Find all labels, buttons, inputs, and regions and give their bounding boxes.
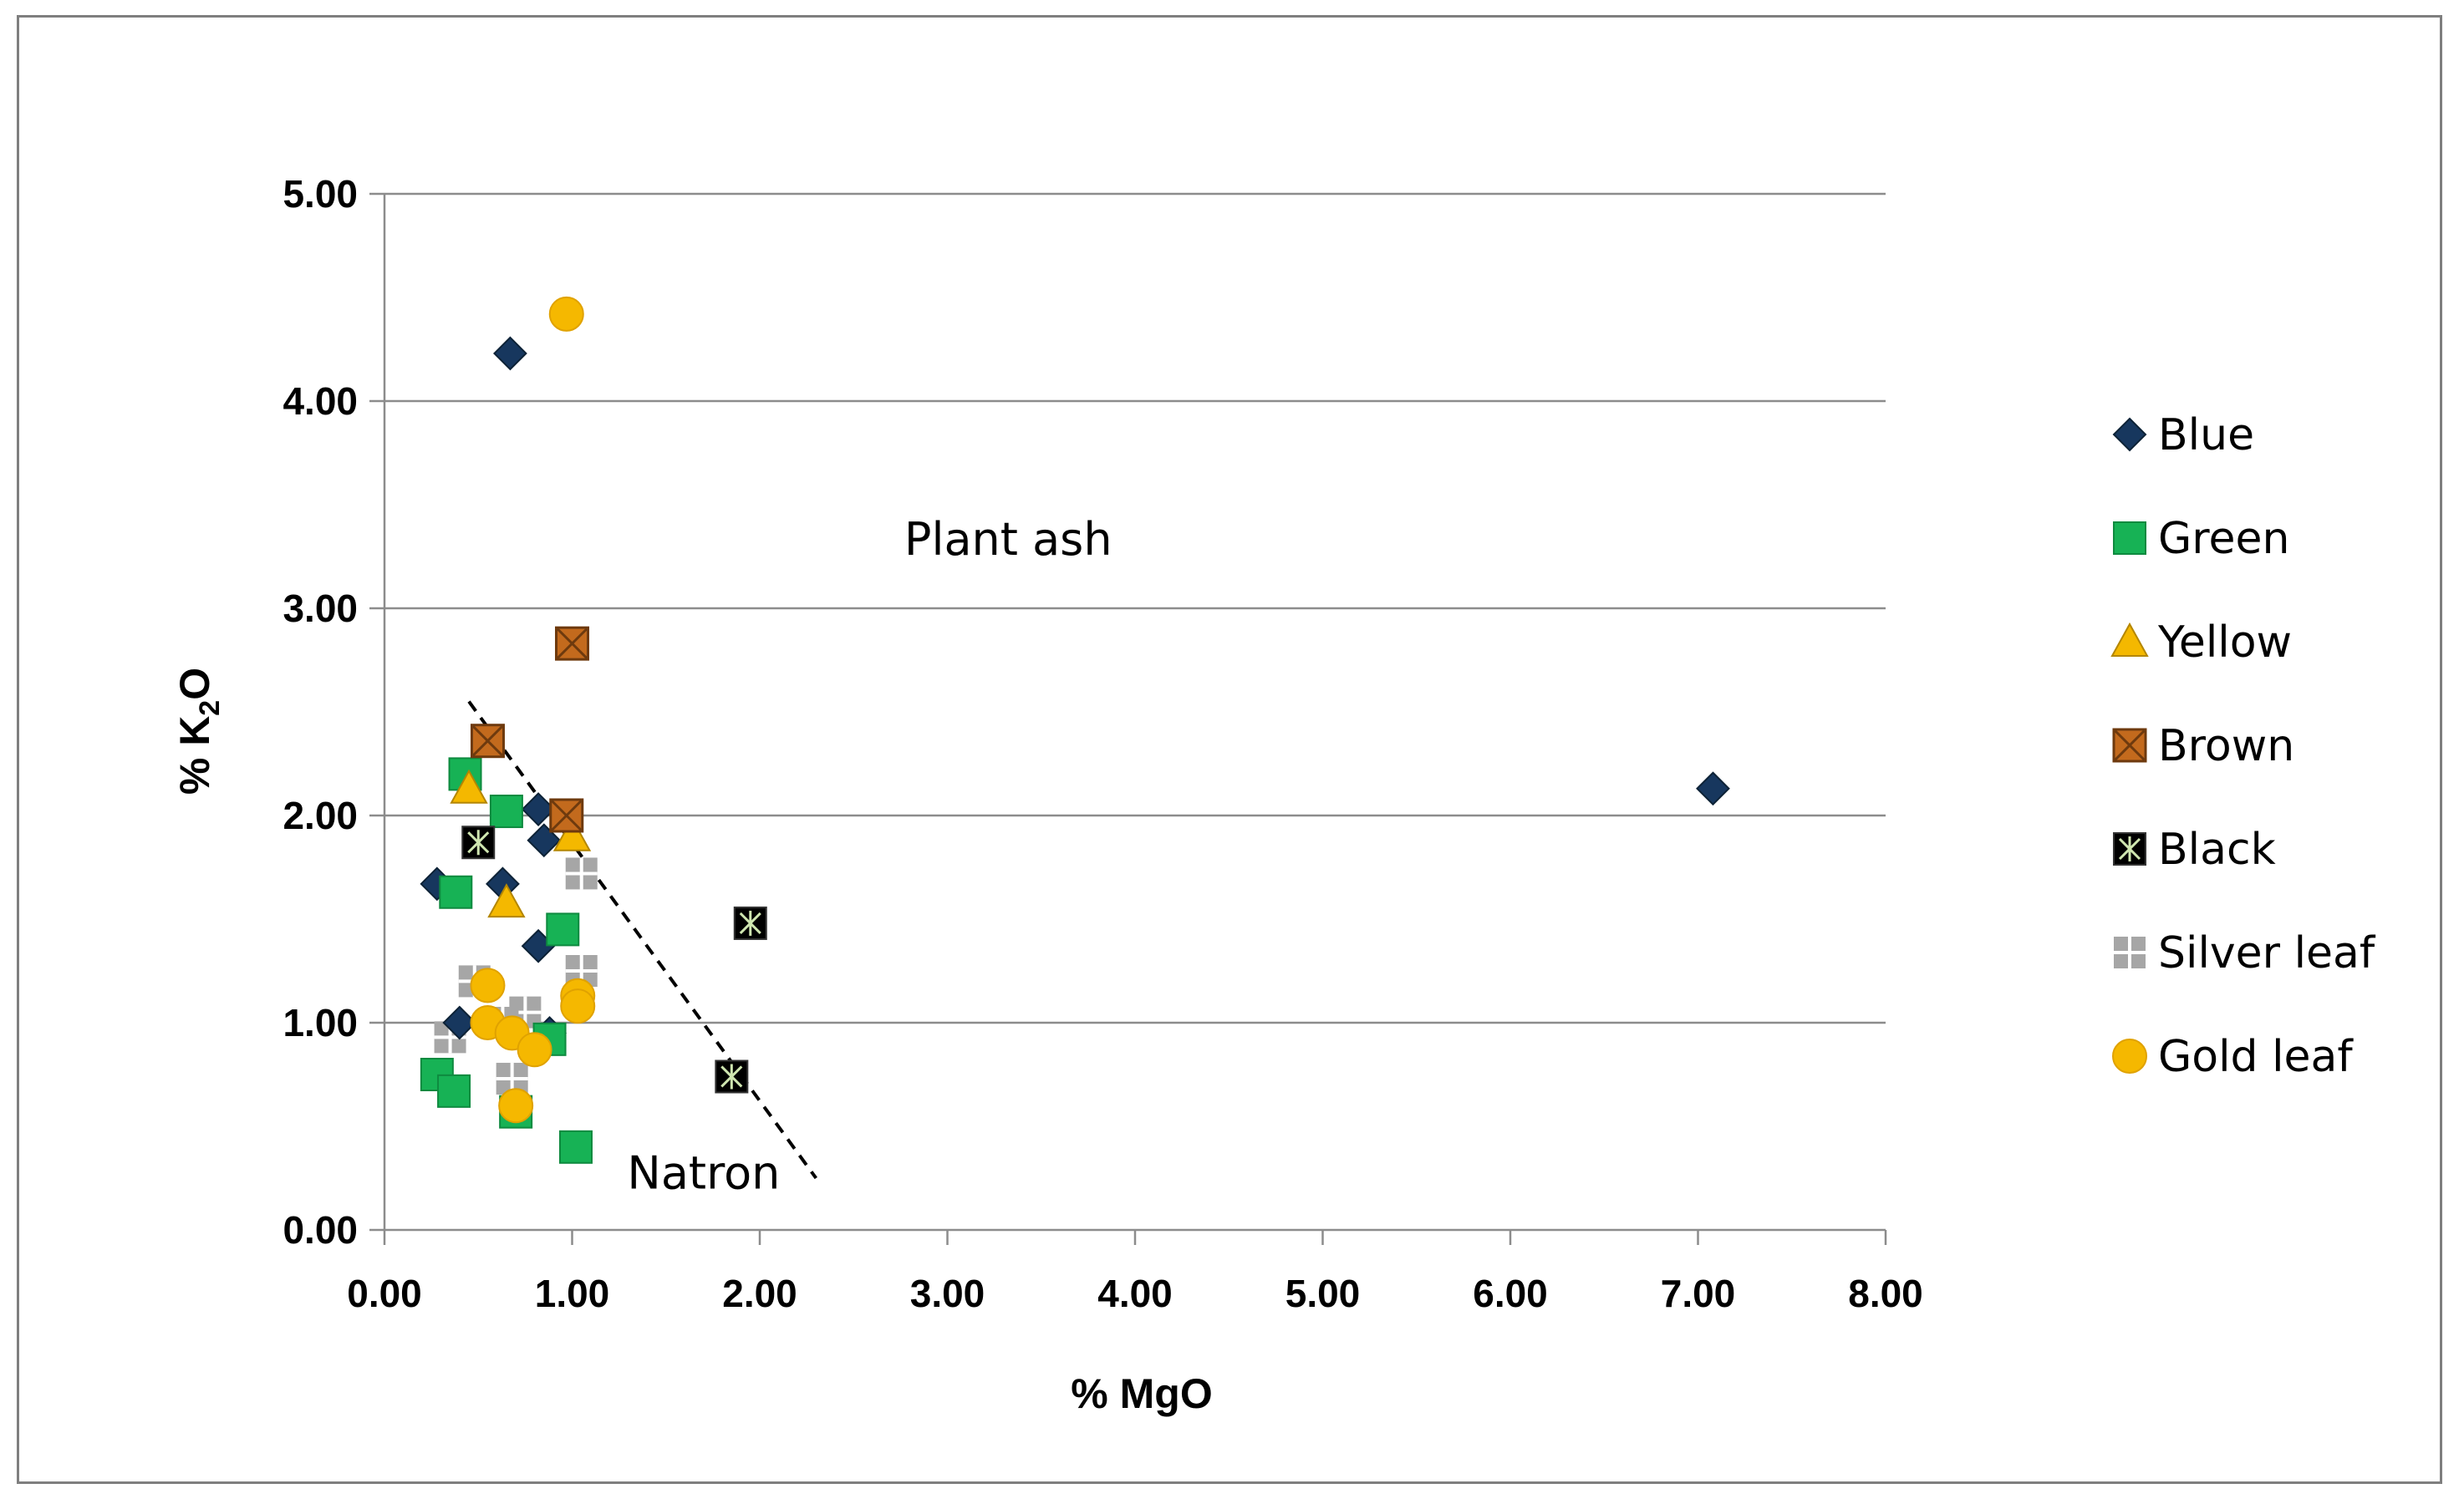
x-tick-label: 5.00 [1285,1272,1361,1315]
legend-marker [2112,728,2147,763]
y-axis-title-sub: 2 [194,700,226,716]
point-green [439,875,473,909]
x-tick-label: 6.00 [1473,1272,1548,1315]
point-blue [442,1005,477,1040]
y-tick-label: 1.00 [283,1001,358,1044]
legend-label: Silver leaf [2158,928,2376,978]
y-tick-label: 2.00 [283,794,358,837]
point-blue [521,792,556,826]
legend-label: Gold leaf [2158,1032,2354,1082]
divider-line [467,700,817,1180]
x-tick-label: 7.00 [1661,1272,1736,1315]
point-yellow [450,769,488,804]
point-green [558,1130,593,1164]
point-gold-leaf [498,1088,534,1124]
legend-marker [2110,622,2149,657]
y-tick-label: 5.00 [283,172,358,216]
x-tick-label: 0.00 [347,1272,422,1315]
legend: Blue Green Yellow Brown Black Silver leaf Gold… [2110,410,2376,1082]
x-tick-label: 1.00 [535,1272,610,1315]
point-silver-leaf [565,857,598,890]
legend-item-brown: Brown [2112,721,2294,771]
point-brown [549,798,584,833]
x-tick-label: 4.00 [1097,1272,1173,1315]
point-black [715,1059,749,1094]
point-black [733,906,767,940]
point-gold-leaf [517,1032,552,1068]
point-blue [1696,771,1730,806]
legend-item-black: Black [2113,825,2276,875]
legend-item-blue: Blue [2112,410,2254,460]
y-tick-label: 4.00 [283,379,358,423]
point-yellow [552,816,592,851]
annotations: Plant ash Natron [627,513,1112,1199]
point-brown [470,724,505,759]
point-green [546,912,580,947]
point-black [461,826,496,860]
y-axis-title: % K2O [171,668,226,795]
point-blue [493,336,527,371]
legend-item-yellow: Yellow [2110,617,2292,668]
y-tick-label: 0.00 [283,1208,358,1252]
point-green [489,795,523,829]
legend-label: Yellow [2157,617,2292,668]
point-gold-leaf [560,988,596,1024]
axes [369,192,1887,1245]
x-tick-labels: 0.00 1.00 2.00 3.00 4.00 5.00 6.00 7.00 8.00 [347,1272,1923,1315]
y-tick-labels: 0.00 1.00 2.00 3.00 4.00 5.00 [283,172,358,1252]
x-tick-label: 8.00 [1848,1272,1923,1315]
y-tick-label: 3.00 [283,587,358,630]
y-axis-title-main: % K [171,716,218,795]
annotation-label: Plant ash [904,513,1112,566]
x-tick-label: 3.00 [910,1272,985,1315]
legend-marker [2112,417,2147,452]
legend-marker [2113,832,2146,866]
legend-marker [2112,1039,2147,1074]
gridlines [384,192,1886,1024]
y-axis-title-tail: O [171,668,218,700]
legend-item-green: Green [2113,514,2289,564]
x-tick-label: 2.00 [722,1272,797,1315]
point-green [437,1074,471,1108]
data-points [420,296,1730,1164]
chart-frame [17,15,2442,1484]
x-axis-title: % MgO [1071,1370,1212,1417]
legend-label: Brown [2158,721,2294,771]
legend-marker [2113,521,2146,555]
point-brown [555,626,589,661]
annotation-label: Natron [627,1147,780,1200]
legend-label: Green [2158,514,2289,564]
point-gold-leaf [470,968,506,1004]
legend-marker [2114,937,2146,968]
legend-label: Blue [2158,410,2254,460]
point-gold-leaf [548,296,584,332]
point-yellow [487,883,526,918]
legend-label: Black [2158,825,2276,875]
legend-item-silver-leaf: Silver leaf [2114,928,2376,978]
legend-item-gold-leaf: Gold leaf [2112,1032,2354,1082]
